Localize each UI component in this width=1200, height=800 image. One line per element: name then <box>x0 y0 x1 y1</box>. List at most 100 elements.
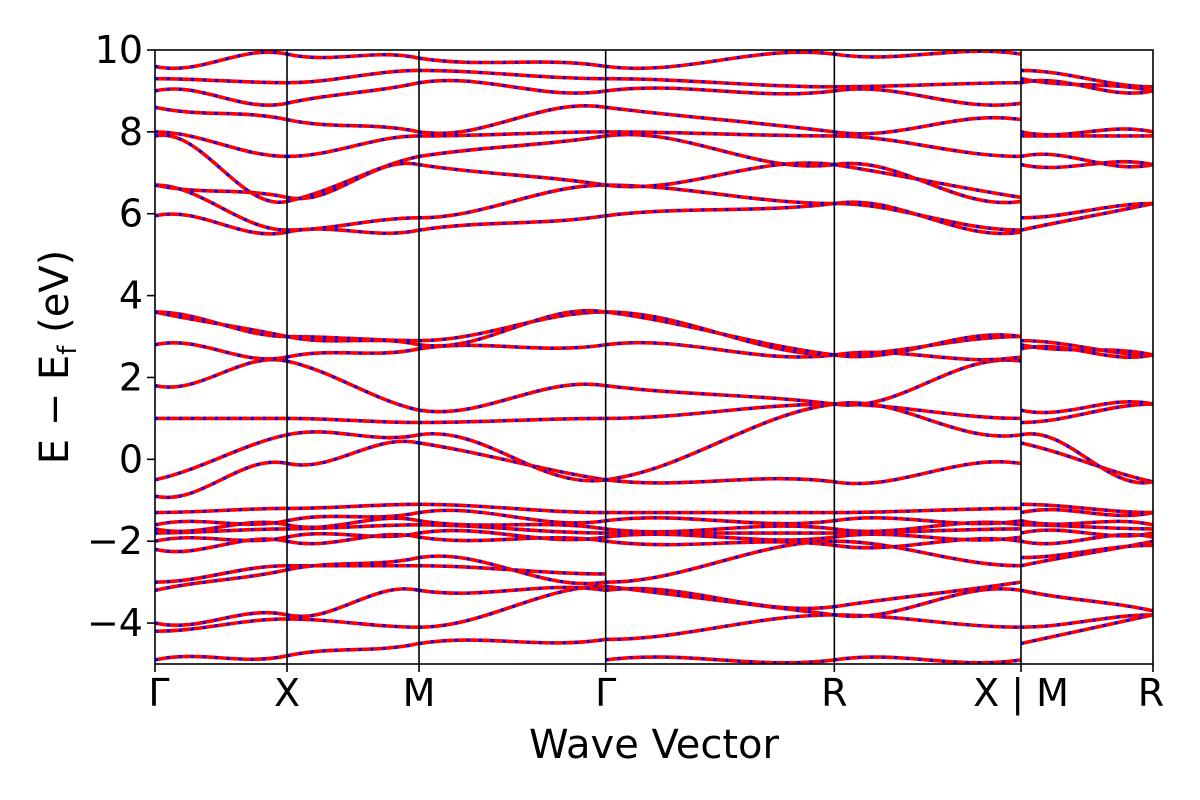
y-tick-label: 0 <box>119 437 143 481</box>
band-line <box>419 130 606 138</box>
band-line <box>155 535 288 543</box>
y-tick-label: −2 <box>87 519 143 563</box>
plot-frame <box>154 49 1154 665</box>
band-line <box>155 518 288 527</box>
band-line <box>418 214 606 232</box>
band-line <box>286 347 420 359</box>
band-line <box>155 105 288 122</box>
band-line <box>1020 528 1153 538</box>
band-line-overlay <box>287 416 420 425</box>
band-line <box>834 201 1021 232</box>
band-line <box>418 162 606 187</box>
band-line-overlay <box>155 506 288 515</box>
band-line <box>418 104 606 136</box>
band-line <box>605 524 835 534</box>
band-line <box>605 539 835 548</box>
band-line <box>419 310 606 343</box>
band-line <box>155 340 288 361</box>
band-line <box>287 68 420 85</box>
y-tick-label: 8 <box>119 110 143 154</box>
band-line <box>418 78 606 95</box>
band-line <box>605 132 835 168</box>
band-line <box>418 56 606 69</box>
band-line <box>1020 68 1153 89</box>
band-line <box>605 76 835 89</box>
band-line <box>1020 613 1153 646</box>
y-tick-label: −4 <box>87 601 143 645</box>
x-tick-label: Γ <box>595 671 616 715</box>
band-line <box>605 201 835 218</box>
band-line <box>1020 201 1153 220</box>
band-line <box>286 430 420 440</box>
band-line <box>605 130 835 138</box>
band-line <box>1020 338 1153 357</box>
x-tick-label: R <box>821 671 847 715</box>
band-line <box>286 52 420 60</box>
band-line <box>834 50 1022 59</box>
band-line <box>1020 76 1153 93</box>
x-tick-label: R <box>1138 671 1164 715</box>
band-line-overlay <box>605 402 835 482</box>
band-line <box>605 86 835 96</box>
band-line <box>1020 613 1153 629</box>
band-line <box>1020 152 1153 169</box>
band-line <box>418 518 606 531</box>
band-line <box>286 641 420 658</box>
y-axis-title-unit: (eV) <box>32 250 78 346</box>
bands-group <box>155 50 1153 664</box>
band-line-overlay <box>155 460 288 500</box>
x-tick-label: Γ <box>148 671 169 715</box>
band-line <box>834 333 1022 359</box>
kpoint-divider-lines <box>286 50 1022 664</box>
band-line <box>605 402 835 421</box>
band-line <box>605 161 835 189</box>
band-line <box>418 308 606 348</box>
band-line <box>286 439 420 467</box>
band-line-overlay <box>287 617 420 629</box>
band-line <box>605 586 835 611</box>
band-line <box>834 516 1022 526</box>
band-line <box>605 383 835 406</box>
band-line <box>834 162 1022 200</box>
band-line <box>286 516 420 530</box>
band-line <box>418 441 606 482</box>
band-line-overlay <box>1020 502 1153 515</box>
band-line <box>286 117 420 134</box>
band-line <box>605 105 835 134</box>
band-line <box>419 183 606 220</box>
band-line-overlay <box>286 587 420 618</box>
band-line <box>418 508 606 525</box>
y-tick-label: 4 <box>119 274 143 318</box>
band-line <box>155 568 288 593</box>
band-line-overlay <box>834 161 1022 205</box>
band-line <box>287 134 420 159</box>
band-line-overlay <box>1020 523 1153 531</box>
band-line <box>605 310 835 357</box>
band-line <box>1020 402 1153 425</box>
band-line <box>605 340 835 359</box>
band-line <box>605 476 835 485</box>
x-tick-label: X <box>274 671 300 715</box>
x-axis-ticks: Γ X M Γ R X | M R <box>148 664 1164 716</box>
band-line <box>834 459 1022 486</box>
band-line <box>287 216 420 232</box>
band-line <box>286 154 420 204</box>
band-line <box>1020 127 1153 137</box>
band-line <box>418 637 606 646</box>
band-line <box>834 134 1021 159</box>
y-axis-title-main: E − E <box>32 355 78 465</box>
band-line-overlay <box>155 77 288 85</box>
band-line <box>155 130 288 159</box>
band-line <box>155 433 288 482</box>
y-tick-label: 2 <box>119 355 143 399</box>
band-line <box>834 580 1022 609</box>
band-line <box>1020 588 1153 613</box>
band-line <box>155 183 288 200</box>
band-line <box>418 382 606 414</box>
band-line <box>834 532 1022 542</box>
band-line <box>1020 399 1153 415</box>
band-line <box>155 50 288 71</box>
plot-background <box>155 50 1153 664</box>
band-line <box>286 334 420 347</box>
